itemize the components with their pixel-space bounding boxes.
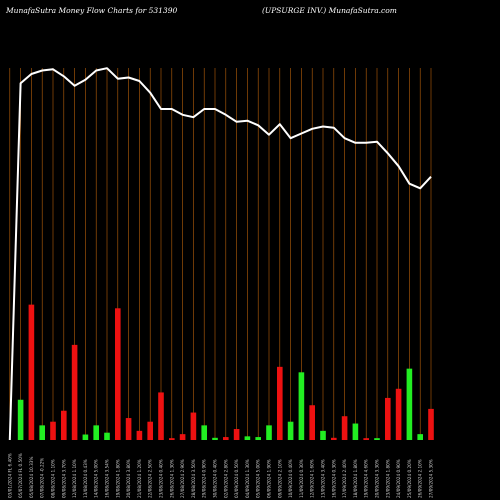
x-tick-label: 05/09/2024 5.00% — [256, 459, 261, 498]
x-tick-label: 26/09/2024 2.10% — [418, 459, 423, 498]
x-tick-label: 11/09/2024 0.30% — [299, 459, 304, 498]
x-tick-label: 20/09/2024 3.30% — [375, 459, 380, 498]
bars — [17, 304, 434, 440]
flow-bar — [341, 416, 348, 440]
flow-bar — [82, 434, 89, 440]
x-tick-label: 25/09/2024 0.20% — [407, 459, 412, 498]
price-line-layer — [8, 67, 432, 441]
x-tick-label: 23/09/2024 1.80% — [385, 459, 390, 498]
flow-bar — [50, 421, 56, 440]
flow-bar — [233, 429, 240, 440]
flow-bar — [428, 408, 434, 440]
x-tick-label: 07/08/2024 -0.22% — [40, 458, 45, 498]
x-tick-label: 09/09/2024 2.10% — [277, 459, 282, 498]
x-tick-label: 27/08/2024 2.90% — [180, 459, 185, 498]
flow-bar — [201, 425, 207, 440]
x-tick-label: 05/08/2024 10.33% — [29, 457, 34, 498]
flow-bar — [39, 425, 45, 440]
x-tick-label: 06/09/2024 1.90% — [267, 459, 272, 498]
gridlines — [9, 68, 432, 440]
flow-bar — [331, 437, 337, 440]
x-tick-label: 14/08/2024 5.00% — [94, 459, 99, 498]
flow-bar — [28, 304, 35, 440]
chart-header-left: MunafaSutra Money Flow Charts for 531390 — [6, 6, 178, 15]
x-tick-label: 16/09/2024 0.30% — [331, 459, 336, 498]
price-line — [8, 67, 432, 441]
x-tick-label: 27/09/2024 5.30% — [429, 459, 434, 498]
x-tick-label: 26/08/2024 1.30% — [169, 459, 174, 498]
x-tick-label: 12/09/2024 1.60% — [310, 459, 315, 498]
flow-bar — [115, 308, 121, 440]
x-tick-label: 03/09/2024 0.50% — [234, 459, 239, 498]
flow-bar — [223, 437, 229, 440]
x-tick-label: 17/09/2024 2.40% — [342, 459, 347, 498]
flow-bar — [287, 421, 294, 440]
flow-bar — [352, 423, 359, 440]
flow-bar — [395, 388, 402, 440]
x-tick-label: 29/08/2024 0.90% — [202, 459, 207, 498]
chart-header-right: (UPSURGE INV.) MunafaSutra.com — [262, 6, 397, 15]
flow-bar — [147, 421, 153, 440]
x-tick-label: 12/08/2024 1.10% — [72, 459, 77, 498]
flow-bar — [406, 368, 413, 440]
flow-bar — [309, 405, 315, 440]
flow-bar — [374, 438, 380, 440]
flow-bar — [17, 399, 24, 440]
x-tick-label: 28/08/2024 3.50% — [191, 459, 196, 498]
flow-bar — [298, 372, 305, 440]
flow-bar — [212, 437, 218, 440]
x-tick-label: 19/09/2024 4.60% — [364, 459, 369, 498]
flow-bar — [179, 434, 186, 440]
flow-bar — [266, 425, 272, 440]
x-tick-label: 08/08/2024 1.10% — [51, 459, 56, 498]
x-tick-label: 22/08/2024 2.50% — [148, 459, 153, 498]
x-tick-label: 04/09/2024 1.30% — [245, 459, 250, 498]
x-tick-label: 18/09/2024 1.80% — [353, 459, 358, 498]
x-tick-label: 23/08/2024 0.40% — [159, 459, 164, 498]
flow-bar — [190, 412, 197, 440]
x-tick-label: 16/08/2024 3.54% — [105, 459, 110, 498]
flow-bar — [125, 418, 132, 440]
flow-bar — [277, 366, 283, 440]
flow-bar — [255, 437, 261, 440]
flow-bar — [136, 430, 143, 440]
flow-bar — [363, 438, 369, 440]
x-tick-label: 02/09/2024 2.80% — [223, 459, 228, 498]
flow-bar — [93, 425, 99, 440]
flow-bar — [104, 432, 110, 440]
x-tick-label: 13/09/2024 3.40% — [321, 459, 326, 498]
x-tick-label: 24/09/2024 0.90% — [396, 459, 401, 498]
x-tick-label: 10/09/2024 0.40% — [288, 459, 293, 498]
flow-bar — [417, 434, 423, 440]
x-tick-label: 05/07/2024 FL 0.50% — [18, 453, 23, 498]
flow-bar — [169, 438, 175, 440]
x-tick-label: 19/08/2024 1.80% — [115, 459, 120, 498]
flow-bar — [71, 344, 78, 440]
flow-bar — [244, 436, 251, 440]
x-tick-label: 20/08/2024 3.80% — [126, 459, 131, 498]
x-tick-label: 21/08/2024 1.20% — [137, 459, 142, 498]
flow-bar — [158, 392, 164, 440]
x-tick-label: 09/08/2024 3.70% — [61, 459, 66, 498]
x-axis-labels: 03/01/2024 FL 6.40% 05/07/2024 FL 0.50% 05… — [7, 453, 433, 498]
x-tick-label: 03/01/2024 FL 6.40% — [7, 453, 12, 498]
flow-bar — [61, 410, 67, 440]
flow-bar — [320, 430, 326, 440]
x-tick-label: 13/08/2024 0.43% — [83, 459, 88, 498]
flow-bar — [385, 397, 391, 440]
x-tick-label: 30/08/2024 0.40% — [213, 459, 218, 498]
